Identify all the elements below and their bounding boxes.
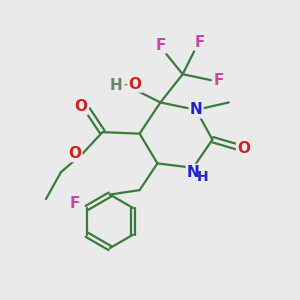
- Text: O: O: [129, 76, 142, 92]
- Text: O: O: [74, 99, 88, 114]
- Text: O: O: [237, 141, 250, 156]
- Text: N: N: [187, 165, 200, 180]
- Text: F: F: [70, 196, 80, 211]
- Text: -: -: [123, 80, 128, 90]
- Text: N: N: [190, 102, 202, 117]
- Text: H: H: [110, 78, 122, 93]
- Text: F: F: [155, 38, 166, 52]
- Text: H: H: [197, 170, 208, 184]
- Text: O: O: [68, 146, 81, 161]
- Text: F: F: [194, 34, 205, 50]
- Text: F: F: [214, 73, 224, 88]
